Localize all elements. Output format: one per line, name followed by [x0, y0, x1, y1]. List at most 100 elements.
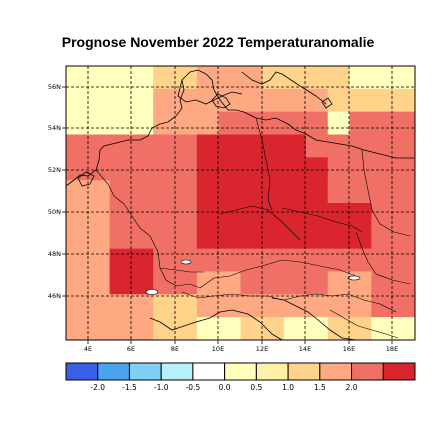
anomaly-cell	[87, 271, 111, 295]
anomaly-cell	[131, 111, 154, 135]
colorbar-label: -1.5	[122, 383, 137, 392]
anomaly-cell	[87, 66, 111, 90]
anomaly-cell	[131, 294, 154, 318]
anomaly-cell	[349, 180, 372, 204]
anomaly-cell	[327, 203, 351, 227]
anomaly-cell	[371, 134, 394, 158]
anomaly-cell	[327, 317, 351, 341]
anomaly-cell	[393, 180, 416, 204]
anomaly-cell	[66, 271, 89, 295]
anomaly-cell	[284, 225, 307, 250]
anomaly-cell	[196, 66, 220, 90]
anomaly-cell	[262, 88, 285, 113]
anomaly-cell	[109, 180, 132, 204]
anomaly-cell	[153, 203, 176, 227]
anomaly-cell	[66, 134, 89, 158]
anomaly-cell	[87, 294, 111, 318]
anomaly-cell	[371, 66, 394, 90]
anomaly-cell	[327, 180, 351, 204]
anomaly-cell	[240, 317, 263, 341]
anomaly-cell	[109, 111, 132, 135]
anomaly-cells	[66, 66, 416, 341]
anomaly-cell	[327, 88, 351, 113]
anomaly-cell	[87, 180, 111, 204]
anomaly-cell	[175, 271, 198, 295]
colorbar-label: -0.5	[186, 383, 201, 392]
anomaly-cell	[87, 157, 111, 181]
anomaly-cell	[66, 317, 89, 341]
anomaly-cell	[131, 157, 154, 181]
anomaly-cell	[153, 271, 176, 295]
anomaly-cell	[393, 66, 416, 90]
anomaly-cell	[327, 157, 351, 181]
anomaly-cell	[305, 225, 329, 250]
anomaly-cell	[175, 225, 198, 250]
longitude-label: 16E	[343, 345, 355, 353]
anomaly-cell	[131, 66, 154, 90]
anomaly-cell	[305, 157, 329, 181]
border-france-germany	[149, 235, 201, 289]
anomaly-cell	[196, 111, 220, 135]
anomaly-cell	[284, 203, 307, 227]
anomaly-cell	[349, 225, 372, 250]
anomaly-cell	[305, 88, 329, 113]
anomaly-cell	[66, 111, 89, 135]
anomaly-cell	[240, 294, 263, 318]
anomaly-cell	[371, 317, 394, 341]
anomaly-cell	[153, 180, 176, 204]
anomaly-cell	[87, 88, 111, 113]
anomaly-cell	[175, 111, 198, 135]
anomaly-cell	[262, 180, 285, 204]
lakes	[145, 259, 361, 295]
anomaly-cell	[87, 111, 111, 135]
anomaly-cell	[240, 203, 263, 227]
anomaly-cell	[262, 271, 285, 295]
border-czech-poland	[281, 207, 363, 233]
anomaly-cell	[349, 111, 372, 135]
anomaly-cell	[240, 157, 263, 181]
anomaly-cell	[327, 248, 351, 272]
latitude-label: 46N	[48, 292, 61, 300]
anomaly-cell	[218, 157, 241, 181]
latitude-axis: 56N 54N 52N 50N 48N 46N	[48, 83, 66, 300]
anomaly-cell	[371, 225, 394, 250]
anomaly-cell	[284, 134, 307, 158]
colorbar-swatch	[382, 362, 416, 381]
anomaly-cell	[305, 248, 329, 272]
anomaly-cell	[327, 294, 351, 318]
anomaly-cell	[240, 88, 263, 113]
anomaly-cell	[262, 225, 285, 250]
border-alps	[159, 267, 204, 273]
anomaly-cell	[349, 203, 372, 227]
anomaly-cell	[66, 225, 89, 250]
anomaly-cell	[371, 203, 394, 227]
anomaly-cell	[305, 180, 329, 204]
anomaly-cell	[218, 66, 241, 90]
anomaly-cell	[262, 294, 285, 318]
anomaly-cell	[327, 225, 351, 250]
anomaly-cell	[327, 111, 351, 135]
colorbar-swatch	[128, 362, 162, 381]
anomaly-cell	[371, 111, 394, 135]
border-hungary	[355, 231, 411, 285]
longitude-label: 10E	[212, 345, 224, 353]
anomaly-cell	[175, 317, 198, 341]
anomaly-cell	[305, 66, 329, 90]
anomaly-cell	[393, 294, 416, 318]
lake-balaton	[347, 275, 361, 281]
colorbar-swatch	[160, 362, 194, 381]
anomaly-cell	[109, 294, 132, 318]
latitude-label: 48N	[48, 250, 61, 258]
anomaly-cell	[66, 248, 89, 272]
latitude-label: 54N	[48, 124, 61, 132]
anomaly-cell	[240, 134, 263, 158]
anomaly-cell	[196, 271, 220, 295]
anomaly-cell	[131, 88, 154, 113]
anomaly-cell	[218, 203, 241, 227]
anomaly-cell	[262, 248, 285, 272]
anomaly-cell	[305, 134, 329, 158]
adriatic-coast	[271, 297, 357, 341]
longitude-label: 12E	[256, 345, 268, 353]
anomaly-cell	[371, 180, 394, 204]
